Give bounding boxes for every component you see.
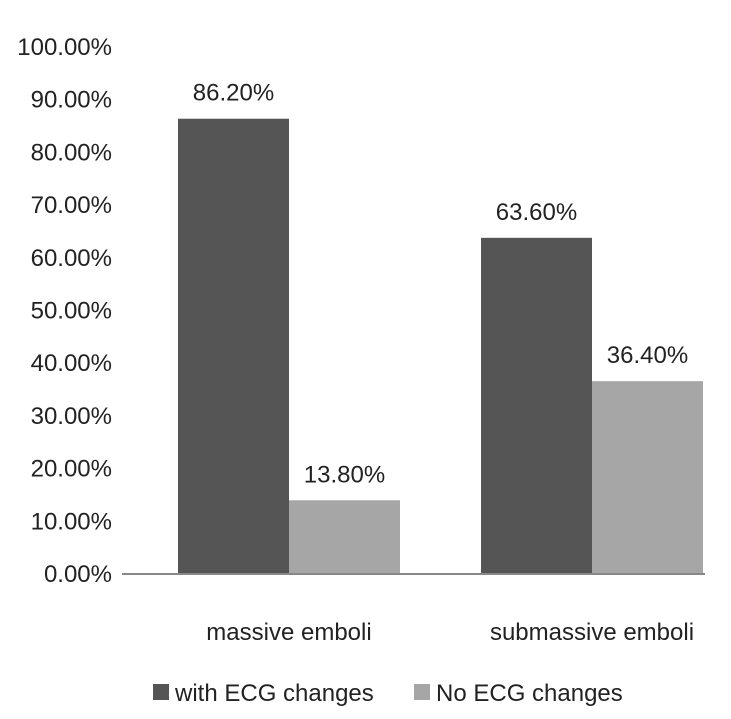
y-tick-label: 60.00% bbox=[31, 245, 112, 272]
legend-label: No ECG changes bbox=[436, 680, 623, 707]
y-axis-ticks: 0.00% 10.00% 20.00% 30.00% 40.00% 50.00% 60.00… bbox=[17, 34, 112, 588]
legend-swatch bbox=[153, 684, 169, 700]
y-tick-label: 70.00% bbox=[31, 192, 112, 219]
y-tick-label: 100.00% bbox=[17, 34, 112, 61]
legend-swatch bbox=[414, 684, 430, 700]
category-label: submassive emboli bbox=[490, 619, 694, 646]
bar-with-ecg-changes-submassive bbox=[481, 237, 592, 573]
y-tick-label: 50.00% bbox=[31, 298, 112, 325]
bar-no-ecg-changes-massive bbox=[289, 500, 400, 573]
data-label: 13.80% bbox=[304, 461, 385, 488]
category-labels: massive emboli submassive emboli bbox=[206, 619, 694, 646]
data-label: 36.40% bbox=[607, 342, 688, 369]
data-label: 63.60% bbox=[496, 199, 577, 226]
bar-no-ecg-changes-submassive bbox=[592, 381, 703, 573]
y-tick-label: 20.00% bbox=[31, 456, 112, 483]
bars bbox=[178, 118, 703, 573]
y-tick-label: 90.00% bbox=[31, 87, 112, 114]
data-labels: 86.20% 13.80% 63.60% 36.40% bbox=[193, 80, 688, 489]
y-tick-label: 80.00% bbox=[31, 139, 112, 166]
legend: with ECG changes No ECG changes bbox=[153, 680, 623, 707]
legend-label: with ECG changes bbox=[174, 680, 374, 707]
category-label: massive emboli bbox=[206, 619, 371, 646]
bar-with-ecg-changes-massive bbox=[178, 118, 289, 573]
y-tick-label: 30.00% bbox=[31, 403, 112, 430]
y-tick-label: 0.00% bbox=[44, 561, 112, 588]
data-label: 86.20% bbox=[193, 80, 274, 107]
y-tick-label: 40.00% bbox=[31, 350, 112, 377]
y-tick-label: 10.00% bbox=[31, 508, 112, 535]
